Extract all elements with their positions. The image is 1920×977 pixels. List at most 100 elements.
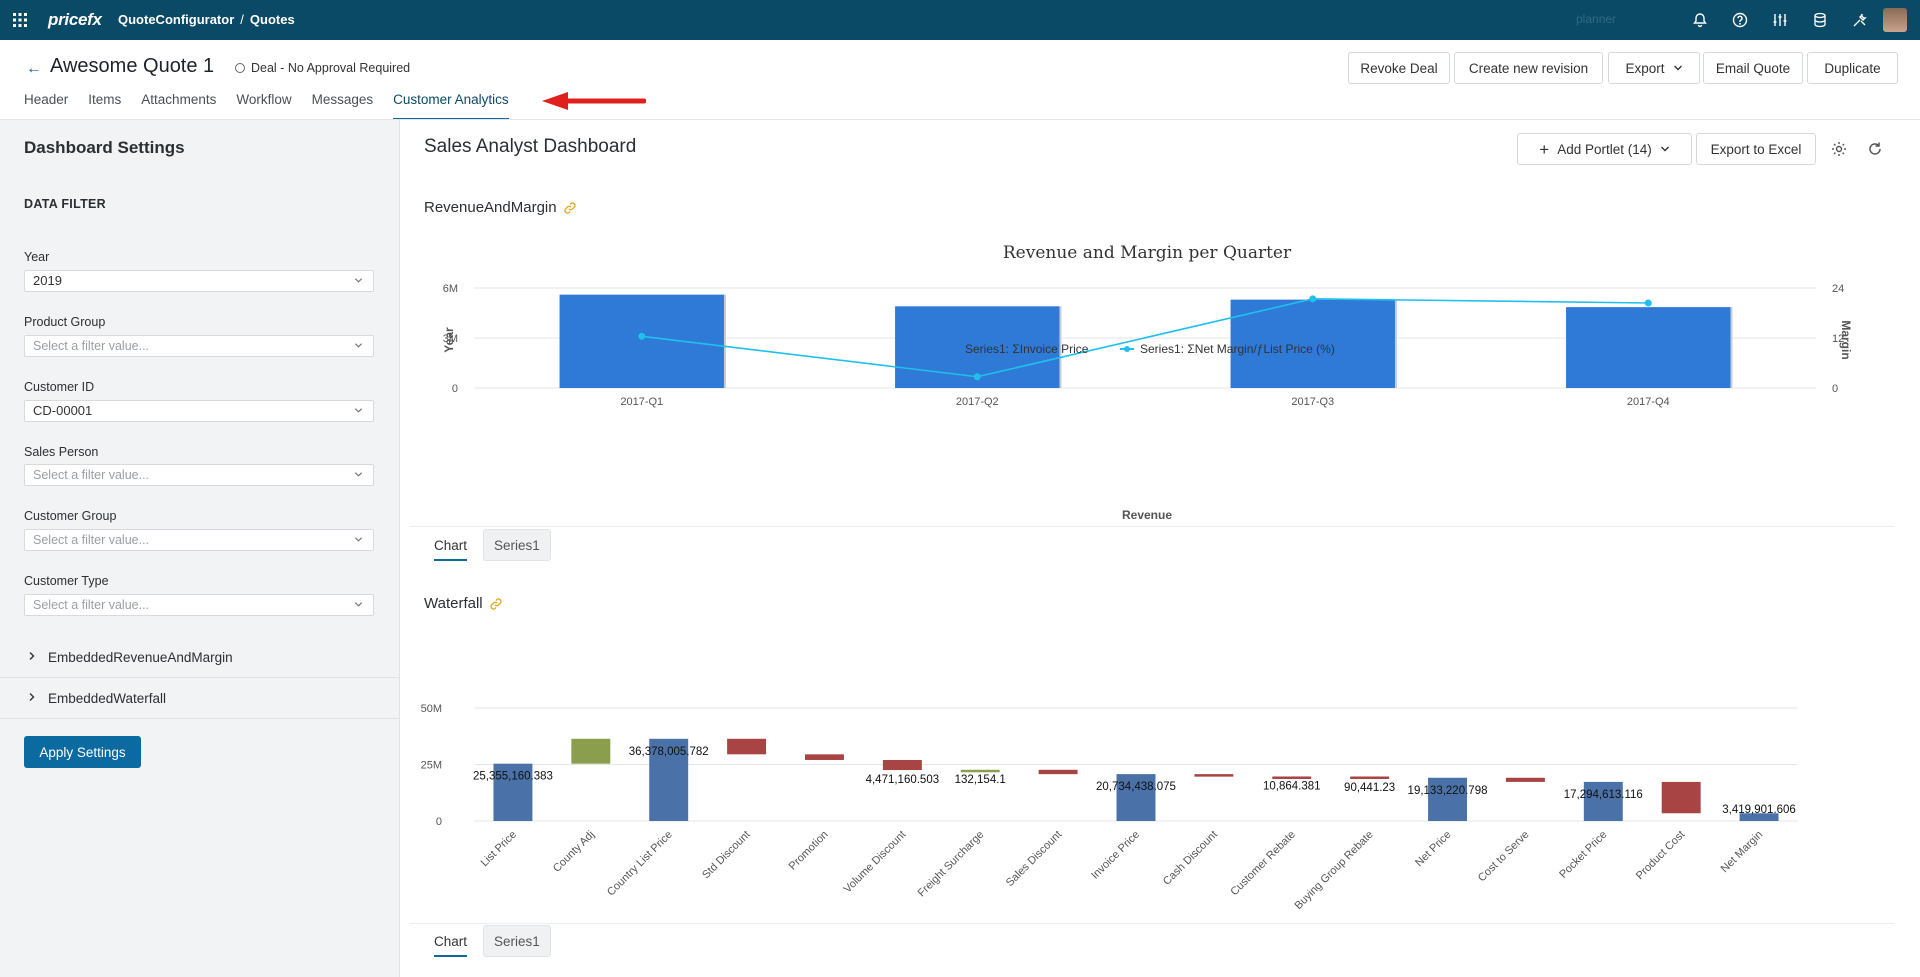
x-tick-label: Invoice Price <box>1089 829 1142 882</box>
tab-attachments[interactable]: Attachments <box>141 92 217 107</box>
duplicate-button[interactable]: Duplicate <box>1807 52 1898 84</box>
create-revision-button[interactable]: Create new revision <box>1454 52 1603 84</box>
tab-chart[interactable]: Chart <box>424 529 477 561</box>
legend-item-line[interactable]: Series1: ΣNet Margin/ƒList Price (%) <box>1140 342 1335 356</box>
panel-title: Dashboard Settings <box>24 138 185 157</box>
legend-item-bar[interactable]: Series1: ΣInvoice Price <box>965 342 1089 356</box>
chart-legend[interactable]: Series1: ΣInvoice Price Series1: ΣNet Ma… <box>947 342 1335 356</box>
customer-type-placeholder: Select a filter value... <box>33 598 150 612</box>
chevron-right-icon <box>29 652 35 660</box>
export-to-excel-button[interactable]: Export to Excel <box>1696 133 1816 165</box>
quote-tabs: Header Items Attachments Workflow Messag… <box>24 92 529 120</box>
tab-series1[interactable]: Series1 <box>483 925 551 957</box>
y-tick-label: 6M <box>443 283 458 295</box>
accordion-divider <box>0 718 400 719</box>
tab-messages[interactable]: Messages <box>311 92 374 107</box>
portlet1-tabs: Chart Series1 <box>424 529 551 561</box>
customer-type-select[interactable]: Select a filter value... <box>24 594 374 616</box>
line-point <box>1309 295 1317 303</box>
year-select[interactable]: 2019 <box>24 270 374 292</box>
bar <box>1566 307 1731 388</box>
product-group-select[interactable]: Select a filter value... <box>24 335 374 357</box>
x-tick-label: Freight Surcharge <box>916 829 987 900</box>
waterfall-bar <box>649 738 689 821</box>
pricefx-logo[interactable]: pricefx <box>48 10 102 29</box>
tab-series1[interactable]: Series1 <box>483 529 551 561</box>
x-tick-label: Volume Discount <box>842 829 909 896</box>
accordion-embedded-waterfall[interactable]: EmbeddedWaterfall <box>0 678 400 718</box>
filter-label-customer-group: Customer Group <box>24 509 117 523</box>
revoke-deal-button[interactable]: Revoke Deal <box>1348 52 1450 84</box>
apply-settings-button[interactable]: Apply Settings <box>24 736 141 768</box>
chevron-down-icon <box>1673 65 1682 71</box>
tab-customer-analytics[interactable]: Customer Analytics <box>393 92 509 120</box>
tools-icon[interactable] <box>1852 12 1868 28</box>
apps-grid-icon[interactable] <box>12 12 28 28</box>
waterfall-bar <box>1194 774 1234 777</box>
bell-icon[interactable] <box>1692 12 1708 28</box>
customer-group-select[interactable]: Select a filter value... <box>24 529 374 551</box>
help-icon[interactable] <box>1732 12 1748 28</box>
user-avatar[interactable] <box>1883 8 1907 32</box>
waterfall-bar <box>1272 776 1312 779</box>
status-circle-icon <box>235 63 245 73</box>
sliders-icon[interactable] <box>1772 12 1788 28</box>
x-tick-label: County Adj <box>551 829 597 875</box>
portlet-divider <box>410 526 1894 527</box>
waterfall-bar <box>1350 776 1390 780</box>
x-tick-label: 2017-Q4 <box>1627 396 1670 408</box>
accordion-divider <box>0 677 400 678</box>
accordion-label: EmbeddedRevenueAndMargin <box>48 649 233 665</box>
accordion-embedded-revenue-and-margin[interactable]: EmbeddedRevenueAndMargin <box>0 637 400 677</box>
link-icon[interactable] <box>489 597 503 611</box>
chart-title: Revenue and Margin per Quarter <box>1003 243 1292 263</box>
x-tick-label: Net Price <box>1413 829 1453 869</box>
y-tick-label: 0 <box>452 383 458 395</box>
gear-icon[interactable] <box>1830 140 1848 158</box>
waterfall-bar <box>960 769 1000 773</box>
waterfall-bar <box>1505 777 1545 782</box>
chart-x-ticks: List Price County Adj Country List Price St… <box>479 829 1766 912</box>
y2-tick-label: 12 <box>1832 333 1844 345</box>
tab-items[interactable]: Items <box>88 92 122 107</box>
breadcrumb-section[interactable]: Quotes <box>249 12 295 27</box>
chart-x-ticks: 2017-Q1 2017-Q2 2017-Q3 2017-Q4 <box>620 396 1669 408</box>
chevron-down-icon <box>1660 146 1669 152</box>
data-label: 10,864.381 <box>1263 781 1321 793</box>
link-icon[interactable] <box>563 201 577 215</box>
header-divider <box>0 119 1920 120</box>
x-tick-label: Buying Group Rebate <box>1292 829 1375 912</box>
breadcrumb-app[interactable]: QuoteConfigurator <box>118 12 235 27</box>
waterfall-bar <box>882 759 922 771</box>
x-tick-label: Country List Price <box>605 829 675 899</box>
product-group-placeholder: Select a filter value... <box>33 339 150 353</box>
database-icon[interactable] <box>1812 12 1828 28</box>
data-label: 36,378,005.782 <box>629 746 709 758</box>
export-button[interactable]: Export <box>1608 52 1700 84</box>
portlet-title-text: RevenueAndMargin <box>424 199 557 216</box>
y2-tick-label: 0 <box>1832 383 1838 395</box>
data-label: 90,441.23 <box>1344 782 1395 794</box>
chart-y-ticks: 0 25M 50M <box>421 703 442 828</box>
revenue-margin-chart: Revenue and Margin per Quarter 0 3M 6M 0 12… <box>442 243 1853 522</box>
year-value: 2019 <box>33 273 62 288</box>
x-tick-label: 2017-Q1 <box>620 396 663 408</box>
tab-chart[interactable]: Chart <box>424 925 477 957</box>
x-tick-label: Pocket Price <box>1557 829 1609 881</box>
back-arrow-icon[interactable]: ← <box>26 60 42 77</box>
x-tick-label: Std Discount <box>700 829 753 882</box>
customer-id-select[interactable]: CD-00001 <box>24 400 374 422</box>
refresh-icon[interactable] <box>1866 140 1884 158</box>
dashboard-settings-panel: Dashboard Settings DATA FILTER Year 2019… <box>0 120 400 977</box>
tab-header[interactable]: Header <box>24 92 69 107</box>
data-label: 19,133,220.798 <box>1408 785 1488 797</box>
status-text: Deal - No Approval Required <box>251 61 411 75</box>
y-tick-label: 50M <box>421 703 442 715</box>
x-tick-label: Net Margin <box>1719 829 1766 876</box>
tab-workflow[interactable]: Workflow <box>236 92 292 107</box>
add-portlet-button[interactable]: + Add Portlet (14) <box>1517 133 1692 165</box>
dashboard-title: Sales Analyst Dashboard <box>424 136 637 157</box>
email-quote-button[interactable]: Email Quote <box>1703 52 1803 84</box>
sales-person-select[interactable]: Select a filter value... <box>24 464 374 486</box>
red-arrow-annotation <box>542 92 646 110</box>
